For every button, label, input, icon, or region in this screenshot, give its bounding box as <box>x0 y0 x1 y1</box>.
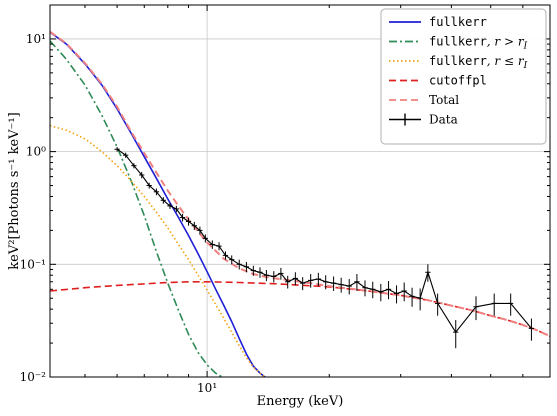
data-point <box>191 221 197 230</box>
data-point <box>393 285 400 304</box>
x-tick-label: 10¹ <box>197 381 217 395</box>
legend-item: fullkerr, r ≤ rI <box>389 54 528 71</box>
data-point <box>250 265 256 276</box>
data-point <box>292 272 298 286</box>
data-point <box>197 226 203 235</box>
legend-label: cutoffpl <box>429 74 487 88</box>
legend: fullkerr fullkerr, r > rI fullkerr, r ≤ rI… <box>380 8 547 145</box>
data-point <box>378 283 384 302</box>
data-point <box>315 272 321 287</box>
legend-item: Data <box>389 113 458 127</box>
data-point <box>216 242 222 251</box>
series-line-3 <box>50 280 550 337</box>
data-point <box>146 182 152 189</box>
data-point <box>278 267 284 280</box>
legend-box <box>380 8 547 145</box>
data-point <box>338 277 344 293</box>
legend-label: Data <box>429 113 458 127</box>
data-point <box>222 251 229 260</box>
data-point <box>354 274 360 291</box>
data-point <box>346 279 352 295</box>
data-point <box>308 274 314 288</box>
data-point <box>370 281 376 299</box>
legend-label: fullkerr <box>429 15 487 29</box>
y-tick-label: 10⁰ <box>26 145 46 159</box>
legend-item: fullkerr, r > rI <box>389 35 528 52</box>
data-point <box>185 217 192 226</box>
data-point <box>434 293 441 316</box>
y-tick-label: 10⁻² <box>20 370 47 384</box>
legend-item: cutoffpl <box>389 74 487 88</box>
data-point <box>401 282 407 302</box>
data-point <box>179 213 186 222</box>
legend-label: fullkerr, r ≤ rI <box>429 54 528 71</box>
data-point <box>229 255 235 265</box>
y-tick-label: 10¹ <box>26 32 46 46</box>
data-point <box>202 234 208 243</box>
data-point <box>425 264 431 282</box>
data-point <box>263 270 270 282</box>
data-point <box>153 188 160 196</box>
data-points <box>114 146 535 349</box>
legend-label: fullkerr, r > rI <box>429 35 528 52</box>
series-line-0 <box>50 31 267 377</box>
data-point <box>285 275 291 289</box>
data-point <box>243 261 250 273</box>
data-point <box>160 197 166 204</box>
data-point <box>508 293 514 316</box>
data-point <box>131 163 137 169</box>
data-line <box>116 148 532 334</box>
series-line-1 <box>50 40 224 377</box>
data-point <box>323 275 329 290</box>
data-point <box>173 205 180 213</box>
axis-ticks: 10⁻² 10⁻¹ 10⁰ 10¹ 10¹ <box>20 4 551 395</box>
data-point <box>209 240 215 249</box>
data-point <box>123 152 129 158</box>
legend-item: fullkerr <box>389 15 487 29</box>
plot-frame <box>49 4 551 378</box>
legend-label: Total <box>429 93 459 107</box>
data-point <box>271 271 277 283</box>
data-point <box>257 267 263 278</box>
legend-item: Total <box>389 93 459 107</box>
data-point <box>236 259 242 270</box>
y-tick-label: 10⁻¹ <box>20 257 46 271</box>
data-point <box>385 281 392 300</box>
data-point <box>473 296 479 321</box>
data-point <box>491 293 497 316</box>
data-point <box>114 146 120 152</box>
data-point <box>167 202 173 209</box>
data-point <box>453 320 459 349</box>
data-point <box>362 280 368 297</box>
data-point <box>528 318 535 341</box>
x-axis-label: Energy (keV) <box>257 394 344 409</box>
y-axis-label: keV²[Photons s⁻¹ keV⁻¹] <box>7 112 22 269</box>
data-point <box>139 171 145 179</box>
data-point <box>417 288 423 311</box>
series-line-2 <box>50 124 267 377</box>
data-point <box>300 277 306 291</box>
data-point <box>330 276 337 291</box>
data-point <box>409 287 415 307</box>
